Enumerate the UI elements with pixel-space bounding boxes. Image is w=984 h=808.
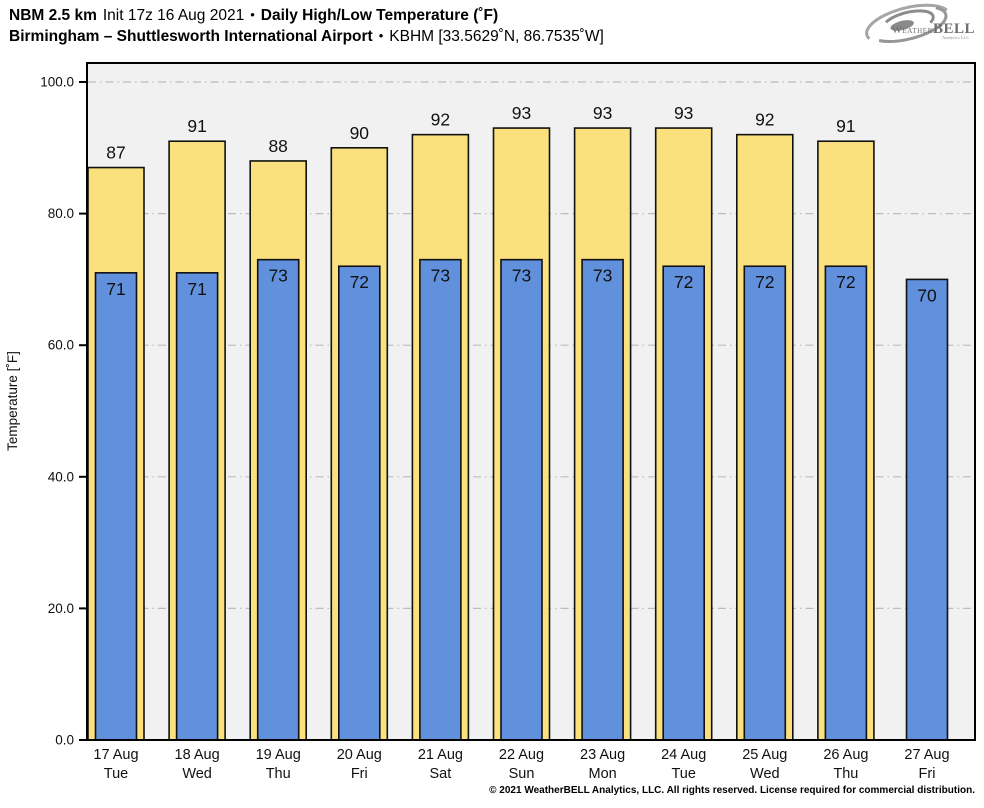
x-tick-day: Thu [833,766,858,782]
product-name: Daily High/Low Temperature (˚F) [260,7,499,24]
low-bar [905,278,949,741]
low-bar [581,258,624,741]
x-tick-date: 26 Aug [823,747,868,763]
x-tick-day: Wed [750,766,780,782]
y-tick-label: 60.0 [48,338,74,353]
x-tick-day: Tue [671,766,695,782]
title-line-1: NBM 2.5 km Init 17z 16 Aug 2021 • Daily … [9,5,604,26]
low-bar [824,265,868,741]
x-tick-date: 21 Aug [418,747,463,763]
high-value-label: 88 [268,136,287,156]
x-tick-date: 20 Aug [337,747,382,763]
high-value-label: 87 [106,143,125,163]
x-tick-day: Sun [509,766,535,782]
model-name: NBM 2.5 km [9,7,97,24]
x-tick-date: 19 Aug [256,747,301,763]
low-bar [419,258,462,741]
x-tick-day: Thu [266,766,291,782]
high-value-label: 91 [836,116,855,136]
low-value-label: 73 [268,266,287,286]
x-tick-day: Tue [104,766,128,782]
low-value-label: 70 [917,285,937,305]
x-tick-date: 27 Aug [904,747,949,763]
swirl-icon [865,3,948,43]
y-tick-label: 100.0 [40,75,74,90]
low-value-label: 72 [674,272,693,292]
low-value-label: 71 [106,279,125,299]
high-value-label: 93 [593,103,612,123]
low-value-label: 72 [755,272,774,292]
copyright-text: © 2021 WeatherBELL Analytics, LLC. All r… [489,785,975,796]
high-value-label: 92 [431,110,450,130]
weatherbell-logo: WeatherBELL Analytics LLC [865,3,975,43]
low-bar [662,265,706,741]
logo-text-analytics: Analytics LLC [942,35,969,40]
plot-border [86,62,976,741]
low-value-label: 72 [836,272,855,292]
x-tick-day: Mon [588,766,616,782]
station-id-coordinates: KBHM [33.5629˚N, 86.7535˚W] [389,28,604,45]
x-tick-date: 22 Aug [499,747,544,763]
x-tick-date: 25 Aug [742,747,787,763]
x-tick-day: Fri [351,766,368,782]
y-axis-title: Temperature [˚F] [5,351,20,451]
chart-header: NBM 2.5 km Init 17z 16 Aug 2021 • Daily … [9,5,604,47]
low-bar [94,272,138,741]
x-tick-day: Sat [430,766,452,782]
low-value-label: 73 [593,266,612,286]
x-tick-date: 24 Aug [661,747,706,763]
low-bar [337,265,381,741]
y-tick-label: 40.0 [48,469,74,484]
y-tick-label: 0.0 [55,733,74,748]
low-bar [256,258,300,741]
logo-text-weather: WeatherBELL [892,21,975,37]
bullet-separator: • [378,28,384,43]
x-tick-day: Wed [182,766,212,782]
low-value-label: 72 [350,272,369,292]
y-tick-label: 20.0 [48,601,74,616]
x-tick-day: Fri [919,766,936,782]
low-value-label: 73 [431,266,450,286]
station-name: Birmingham – Shuttlesworth International… [9,28,373,45]
high-value-label: 93 [674,103,693,123]
high-value-label: 90 [350,123,370,143]
y-tick-label: 80.0 [48,206,74,221]
low-value-label: 71 [187,279,206,299]
x-tick-date: 18 Aug [175,747,220,763]
high-value-label: 91 [187,116,206,136]
init-time: Init 17z 16 Aug 2021 [102,7,245,24]
high-value-label: 93 [512,103,531,123]
title-line-2: Birmingham – Shuttlesworth International… [9,26,604,47]
low-bar [500,258,543,741]
x-tick-date: 17 Aug [93,747,138,763]
high-value-label: 92 [755,110,774,130]
x-tick-date: 23 Aug [580,747,625,763]
bullet-separator: • [250,7,255,22]
low-bar [175,272,219,741]
low-value-label: 73 [512,266,531,286]
low-bar [743,265,787,741]
